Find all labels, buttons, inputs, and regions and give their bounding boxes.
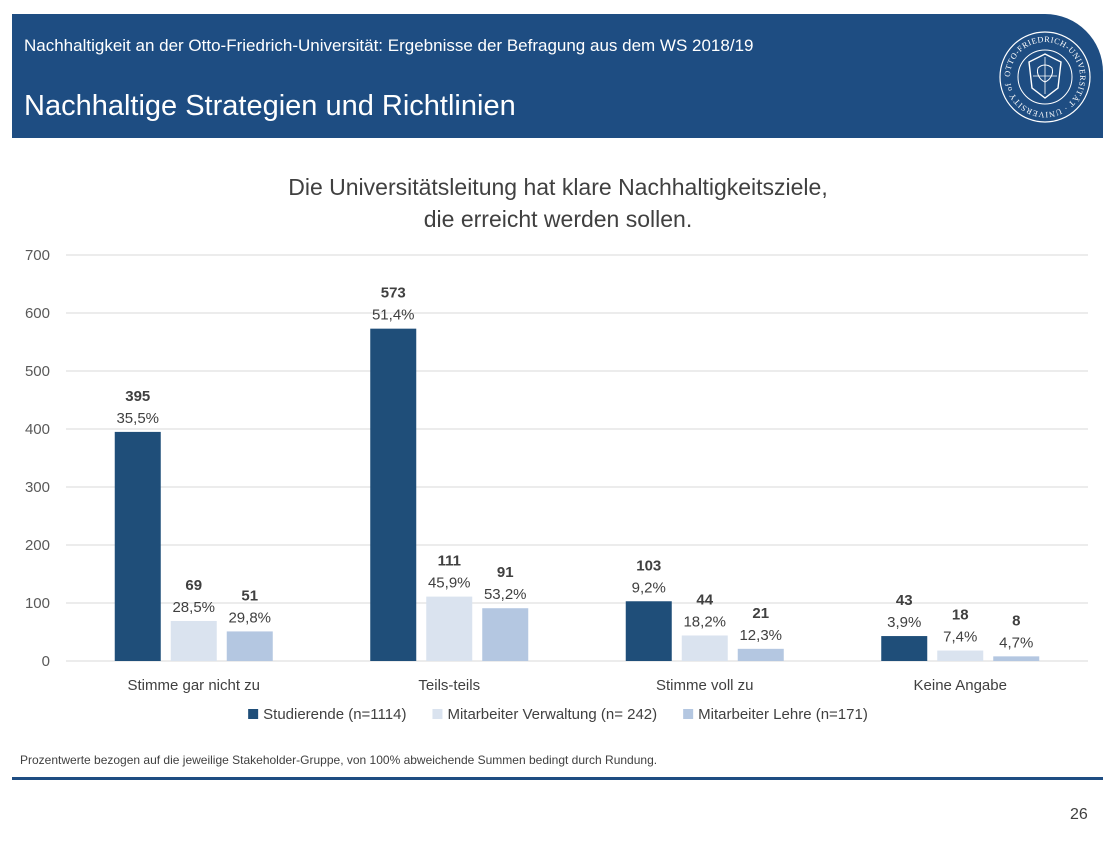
x-category-label: Keine Angabe — [914, 677, 1007, 694]
y-tick-label: 400 — [25, 421, 50, 438]
bar — [114, 431, 161, 661]
footnote: Prozentwerte bezogen auf die jeweilige S… — [20, 753, 658, 767]
slide-title: Nachhaltige Strategien und Richtlinien — [24, 90, 516, 122]
bar — [681, 635, 728, 661]
bar-percent-label: 45,9% — [428, 575, 471, 592]
header-banner: Nachhaltigkeit an der Otto-Friedrich-Uni… — [12, 14, 1103, 138]
chart-title-line-2: die erreicht werden sollen. — [424, 206, 692, 232]
bar — [370, 328, 417, 661]
x-category-label: Teils-teils — [418, 677, 480, 694]
bar-value-label: 21 — [752, 605, 769, 622]
legend-swatch — [248, 709, 259, 719]
bar — [625, 601, 672, 661]
bar — [993, 656, 1040, 661]
bar-percent-label: 18,2% — [683, 613, 726, 630]
y-tick-label: 200 — [25, 537, 50, 554]
bar — [426, 596, 473, 661]
bar-percent-label: 4,7% — [999, 634, 1033, 651]
svg-text:OTTO-FRIEDRICH-UNIVERSITÄT · U: OTTO-FRIEDRICH-UNIVERSITÄT · UNIVERSITY … — [998, 30, 1087, 119]
bar-percent-label: 3,9% — [887, 614, 921, 631]
bar-value-label: 44 — [696, 591, 713, 608]
seal-lettering: OTTO-FRIEDRICH-UNIVERSITÄT · UNIVERSITY … — [998, 30, 1086, 119]
bar — [226, 631, 273, 661]
bottom-divider — [12, 777, 1103, 780]
legend-entry: Studierende (n=1114) — [263, 706, 406, 723]
y-tick-label: 300 — [25, 479, 50, 496]
y-tick-label: 700 — [25, 247, 50, 264]
bar-value-label: 111 — [438, 553, 461, 570]
bar-percent-label: 53,2% — [484, 586, 527, 603]
legend-entry: Mitarbeiter Lehre (n=171) — [698, 706, 868, 723]
bar — [881, 636, 928, 661]
y-tick-label: 600 — [25, 305, 50, 322]
bar-value-label: 8 — [1012, 612, 1020, 629]
x-category-label: Stimme gar nicht zu — [127, 677, 260, 694]
legend-entry: Mitarbeiter Verwaltung (n= 242) — [447, 706, 657, 723]
bar-percent-label: 12,3% — [739, 627, 782, 644]
legend-swatch — [683, 709, 694, 719]
page-number: 26 — [1070, 806, 1088, 823]
bar-percent-label: 35,5% — [116, 410, 159, 427]
chart-bars — [114, 328, 1040, 661]
bar — [482, 608, 529, 661]
bar-value-label: 91 — [497, 564, 514, 581]
bar-value-label: 573 — [381, 285, 406, 302]
chart-data-labels: 395 35,5% 69 28,5% 51 29,8% 573 51,4% 111 45,9% 91… — [116, 285, 1033, 652]
bar-value-label: 43 — [896, 592, 913, 609]
bar — [737, 648, 784, 661]
legend-swatch — [432, 709, 443, 719]
y-tick-label: 0 — [42, 653, 50, 670]
bar-percent-label: 51,4% — [372, 307, 415, 324]
bar-percent-label: 29,8% — [228, 609, 271, 626]
bar-value-label: 103 — [636, 557, 661, 574]
y-tick-label: 100 — [25, 595, 50, 612]
y-tick-label: 500 — [25, 363, 50, 380]
bar-value-label: 18 — [952, 607, 969, 624]
bar-percent-label: 7,4% — [943, 629, 977, 646]
x-category-label: Stimme voll zu — [656, 677, 754, 694]
bar-value-label: 395 — [125, 388, 150, 405]
bar-chart: Die Universitätsleitung hat klare Nachha… — [25, 174, 1088, 723]
bar-percent-label: 28,5% — [172, 599, 215, 616]
x-axis: Stimme gar nicht zu Teils-teils Stimme vol… — [127, 677, 1006, 694]
presentation-subtitle: Nachhaltigkeit an der Otto-Friedrich-Uni… — [24, 36, 754, 55]
bar-percent-label: 9,2% — [632, 579, 666, 596]
chart-legend: Studierende (n=1114) Mitarbeiter Verwaltu… — [248, 706, 868, 723]
bar — [170, 620, 217, 661]
bar-value-label: 69 — [185, 577, 202, 594]
bar-value-label: 51 — [241, 587, 258, 604]
university-seal-logo: OTTO-FRIEDRICH-UNIVERSITÄT · UNIVERSITY … — [998, 30, 1091, 123]
chart-title-line-1: Die Universitätsleitung hat klare Nachha… — [288, 174, 827, 200]
bar — [937, 650, 984, 661]
